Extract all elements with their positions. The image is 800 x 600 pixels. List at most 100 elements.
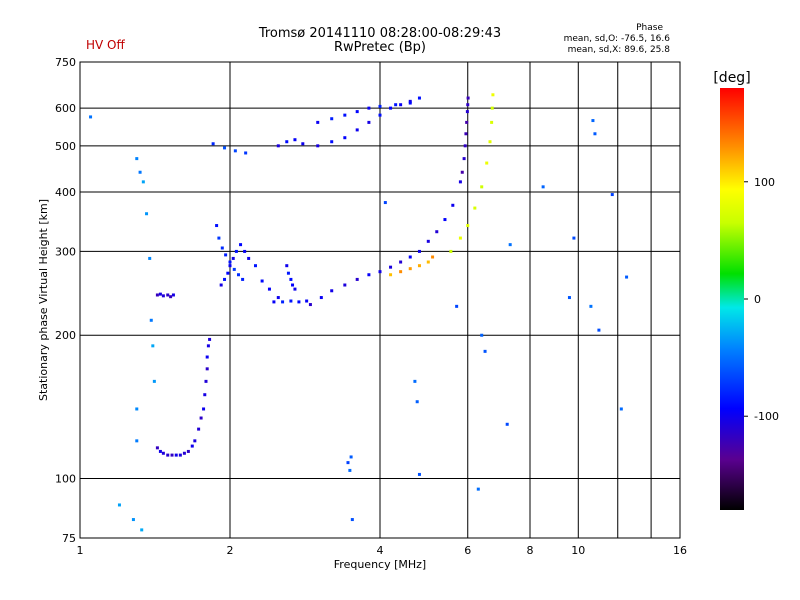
- data-point: [473, 206, 477, 210]
- data-point: [152, 379, 156, 383]
- data-point: [399, 270, 403, 274]
- data-point: [389, 265, 393, 269]
- data-point: [155, 293, 159, 297]
- data-point: [465, 120, 469, 124]
- data-point: [305, 299, 309, 303]
- data-point: [155, 446, 159, 450]
- data-point: [219, 283, 223, 287]
- data-point: [431, 255, 435, 259]
- data-point: [348, 468, 352, 472]
- data-point: [243, 249, 247, 253]
- data-point: [415, 400, 419, 404]
- data-point: [378, 104, 382, 108]
- data-point: [378, 113, 382, 117]
- data-point: [236, 273, 240, 277]
- data-point: [161, 294, 165, 298]
- data-point: [145, 212, 149, 216]
- data-point: [226, 271, 230, 275]
- data-point: [399, 103, 403, 107]
- plot-frame: [79, 61, 681, 539]
- data-point: [308, 303, 312, 307]
- data-point: [399, 260, 403, 264]
- data-point: [378, 270, 382, 274]
- data-point: [239, 243, 243, 247]
- data-point: [224, 253, 228, 257]
- phase-stats-title: Phase: [636, 23, 663, 33]
- data-point: [490, 106, 494, 110]
- data-point: [285, 140, 289, 144]
- data-point: [610, 193, 614, 197]
- data-point: [174, 453, 178, 457]
- data-point: [355, 277, 359, 281]
- y-tick-label: 750: [55, 56, 76, 69]
- data-point: [199, 416, 203, 420]
- data-point: [597, 328, 601, 332]
- data-point: [149, 318, 153, 322]
- data-point: [466, 103, 470, 107]
- data-point: [301, 142, 305, 146]
- data-point: [355, 128, 359, 132]
- data-point: [253, 264, 257, 268]
- data-point: [205, 355, 209, 359]
- x-tick-label: 8: [527, 544, 534, 557]
- data-point: [281, 300, 285, 304]
- y-tick-label: 300: [55, 245, 76, 258]
- data-point: [480, 333, 484, 337]
- y-tick-label: 600: [55, 102, 76, 115]
- data-point: [135, 439, 139, 443]
- x-axis-label: Frequency [MHz]: [334, 558, 426, 571]
- data-point: [286, 271, 290, 275]
- data-point: [182, 451, 186, 455]
- data-point: [267, 287, 271, 291]
- data-point: [485, 161, 489, 165]
- data-point: [330, 117, 334, 121]
- data-point: [161, 451, 165, 455]
- data-points: [89, 93, 629, 532]
- data-point: [166, 293, 170, 297]
- data-point: [426, 239, 430, 243]
- data-point: [443, 218, 447, 222]
- data-point: [408, 101, 412, 105]
- y-tick-label: 500: [55, 140, 76, 153]
- data-point: [383, 201, 387, 205]
- data-point: [316, 144, 320, 148]
- data-point: [491, 93, 495, 97]
- data-point: [228, 264, 232, 268]
- data-point: [394, 103, 398, 107]
- data-point: [460, 170, 464, 174]
- data-point: [158, 449, 162, 453]
- data-point: [593, 132, 597, 136]
- data-point: [193, 439, 197, 443]
- data-point: [316, 120, 320, 124]
- colorbar-ticks: 100 0 -100: [744, 176, 779, 423]
- data-point: [465, 110, 469, 114]
- chart-title: Tromsø 20141110 08:28:00-08:29:43: [258, 26, 502, 41]
- data-point: [231, 256, 235, 260]
- data-point: [234, 249, 238, 253]
- y-axis-label: Stationary phase Virtual Height [km]: [37, 199, 50, 401]
- y-tick-label: 75: [62, 532, 76, 545]
- data-point: [223, 146, 227, 150]
- data-point: [589, 304, 593, 308]
- data-point: [567, 296, 571, 300]
- phase-stats-x: mean, sd,X: 89.6, 25.8: [567, 45, 670, 55]
- data-point: [367, 273, 371, 277]
- x-tick-label: 4: [377, 544, 384, 557]
- data-point: [215, 224, 219, 228]
- data-point: [138, 170, 142, 174]
- data-point: [135, 407, 139, 411]
- phase-stats-o: mean, sd,O: -76.5, 16.6: [563, 34, 670, 44]
- data-point: [541, 185, 545, 189]
- data-point: [483, 349, 487, 353]
- data-point: [272, 300, 276, 304]
- x-tick-label: 1: [77, 544, 84, 557]
- data-point: [426, 260, 430, 264]
- data-point: [458, 180, 462, 184]
- colorbar-tick-label: 0: [754, 293, 761, 306]
- data-point: [480, 185, 484, 189]
- data-point: [367, 120, 371, 124]
- data-point: [297, 300, 301, 304]
- colorbar-tick-label: 100: [754, 176, 775, 189]
- data-point: [241, 277, 245, 281]
